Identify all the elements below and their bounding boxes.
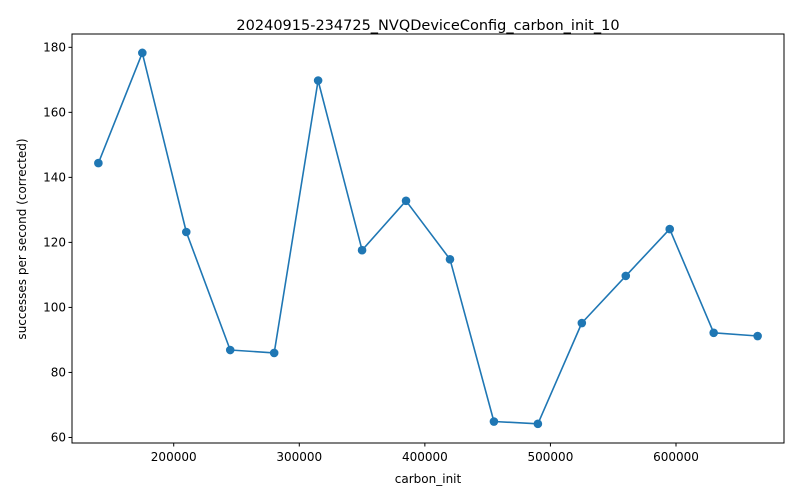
y-tick-label: 60: [51, 430, 66, 444]
data-point: [357, 245, 367, 255]
x-tick-label: 400000: [402, 450, 448, 464]
data-point: [94, 158, 103, 168]
x-tick-label: 500000: [528, 450, 574, 464]
data-point: [181, 227, 191, 237]
data-point: [489, 417, 499, 426]
data-point: [225, 345, 235, 355]
data-point: [665, 224, 675, 234]
data-point: [269, 348, 279, 358]
data-point: [313, 76, 323, 85]
data-series: [94, 48, 762, 429]
y-tick-label: 100: [43, 300, 66, 314]
x-tick-label: 200000: [151, 450, 197, 464]
y-tick-label: 140: [43, 170, 66, 184]
data-point: [621, 271, 631, 281]
y-tick-label: 120: [43, 235, 66, 249]
x-tick-label: 600000: [653, 450, 699, 464]
plot-area-frame: [71, 33, 785, 444]
data-point: [577, 318, 587, 328]
data-point: [709, 328, 718, 338]
data-point: [138, 48, 147, 58]
y-tick-label: 80: [51, 365, 66, 379]
y-tick-label: 160: [43, 105, 66, 119]
series-line: [97, 52, 758, 425]
data-point: [533, 419, 543, 429]
y-axis-ticks: 60 80 100 120 140 160 180: [43, 40, 72, 444]
y-axis-label: successes per second (corrected): [15, 138, 29, 339]
x-tick-label: 300000: [276, 450, 322, 464]
data-point: [445, 255, 455, 264]
chart-title: 20240915-234725_NVQDeviceConfig_carbon_i…: [236, 18, 619, 34]
data-point: [753, 331, 762, 341]
x-axis-label: carbon_init: [395, 472, 462, 486]
y-tick-label: 180: [43, 40, 66, 54]
data-point: [401, 196, 411, 206]
x-axis-ticks: 200000 300000 400000 500000 600000: [151, 443, 699, 464]
